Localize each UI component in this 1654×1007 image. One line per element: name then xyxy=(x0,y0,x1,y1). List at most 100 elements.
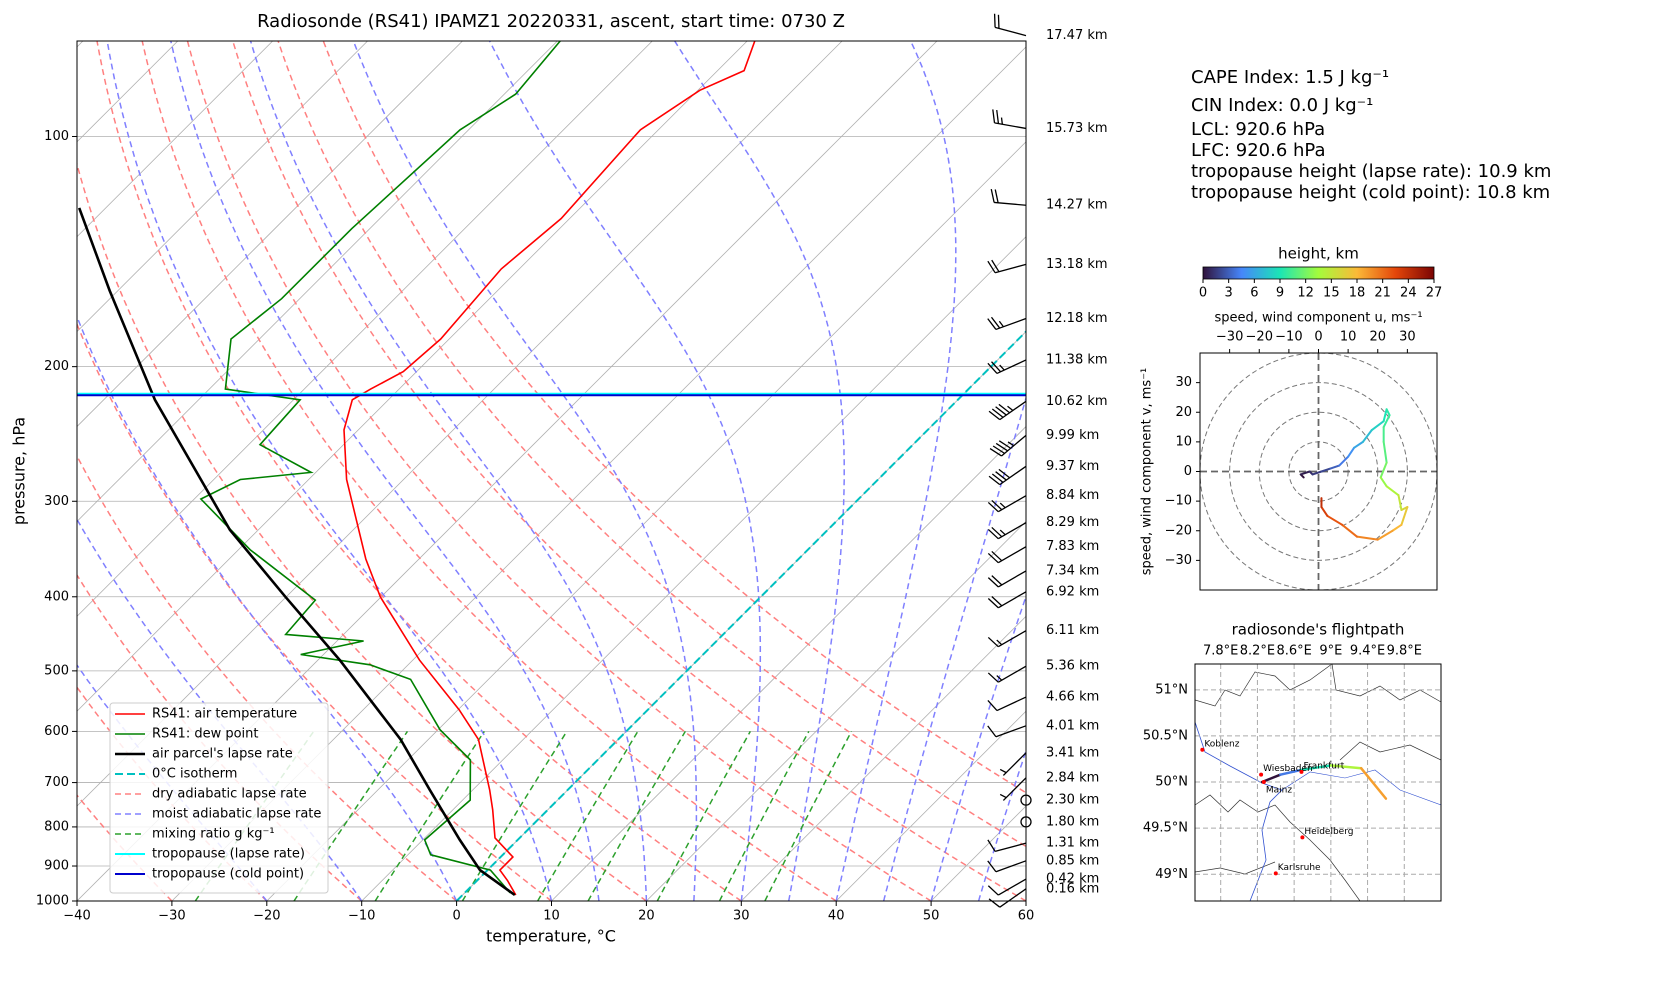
wind-barb xyxy=(987,839,1027,853)
stat-text: LCL: 920.6 hPa xyxy=(1191,119,1325,140)
legend-label: 0°C isotherm xyxy=(152,767,237,782)
mixing-ratio-line xyxy=(718,731,810,901)
wind-barb xyxy=(988,888,1027,908)
barb-full xyxy=(990,189,995,203)
border xyxy=(1339,741,1441,761)
x-tick-label: −20 xyxy=(253,909,280,924)
barb-full xyxy=(987,700,998,711)
dry-adiabat xyxy=(96,41,742,901)
x-tick-label: −30 xyxy=(158,909,185,924)
x-tick-label: 30 xyxy=(1399,330,1416,345)
legend-label: RS41: dew point xyxy=(152,727,259,742)
city-dot xyxy=(1261,780,1266,785)
barb-shaft xyxy=(994,842,1027,853)
barb-shaft xyxy=(997,665,1027,683)
x-tick-label: 0 xyxy=(1314,330,1322,345)
wind-barb xyxy=(989,434,1027,457)
hodograph-segment xyxy=(1382,414,1391,429)
barb-full xyxy=(995,442,1008,452)
barb-half xyxy=(999,768,1007,774)
barb-full xyxy=(991,361,1002,373)
y-tick-label: 900 xyxy=(44,859,69,874)
barb-full xyxy=(987,839,996,852)
barb-shaft xyxy=(997,570,1027,588)
barb-full xyxy=(987,577,999,588)
isotherm-grid xyxy=(77,41,558,522)
barb-full xyxy=(991,526,1003,538)
hodograph-segment xyxy=(1382,408,1388,423)
height-label: 9.37 km xyxy=(1046,459,1099,474)
mixing-ratio-line xyxy=(587,731,686,901)
hodograph-segment xyxy=(1379,461,1388,479)
height-label: 7.83 km xyxy=(1046,539,1099,554)
colorbar-tick-label: 12 xyxy=(1297,286,1314,301)
legend: RS41: air temperature RS41: dew point air … xyxy=(109,702,329,894)
height-label: 8.84 km xyxy=(1046,488,1099,503)
city-dot xyxy=(1259,772,1264,777)
mixing-ratio-line xyxy=(764,731,853,901)
barb-full xyxy=(991,473,1004,483)
hodograph-segment xyxy=(1326,514,1344,526)
calm-circle xyxy=(1020,794,1032,806)
height-label: 2.84 km xyxy=(1046,770,1099,785)
barb-full xyxy=(994,189,999,203)
profile-line xyxy=(343,41,756,896)
height-label: 4.66 km xyxy=(1046,690,1099,705)
stat-text: tropopause height (lapse rate): 10.9 km xyxy=(1191,161,1551,182)
colorbar-tick-label: 0 xyxy=(1199,286,1207,301)
stat-text: tropopause height (cold point): 10.8 km xyxy=(1191,182,1550,203)
city-label: Mainz xyxy=(1266,786,1292,796)
height-label: 5.36 km xyxy=(1046,659,1099,674)
barb-full xyxy=(991,408,1004,418)
barb-shaft xyxy=(1002,777,1027,801)
barb-half xyxy=(1007,405,1014,411)
profile-line xyxy=(199,41,561,894)
city-dot xyxy=(1300,835,1305,840)
wind-barb xyxy=(987,495,1027,513)
height-label: 3.41 km xyxy=(1046,745,1099,760)
y-tick-label: 10 xyxy=(1175,434,1192,449)
height-label: 2.30 km xyxy=(1046,793,1099,808)
wind-barb xyxy=(987,860,1027,873)
barb-full xyxy=(987,860,997,873)
map-title: radiosonde's flightpath xyxy=(1232,621,1405,639)
isotherm-grid xyxy=(77,41,368,333)
wind-barb xyxy=(987,570,1027,588)
height-label: 11.38 km xyxy=(1046,352,1108,367)
barb-shaft xyxy=(997,630,1027,648)
wind-barb xyxy=(987,259,1027,274)
isotherm-grid xyxy=(77,41,653,617)
colorbar-tick-label: 27 xyxy=(1426,286,1443,301)
barb-shaft xyxy=(996,359,1027,375)
height-label: 0.16 km xyxy=(1046,881,1099,896)
barb-half xyxy=(999,502,1006,509)
x-tick-label: 10 xyxy=(543,909,560,924)
dry-adiabat xyxy=(277,41,1026,848)
legend-label: tropopause (lapse rate) xyxy=(152,847,305,862)
barb-half xyxy=(998,320,1004,328)
barb-full xyxy=(991,499,1003,511)
hodograph-segment xyxy=(1356,535,1379,541)
colorbar xyxy=(1202,266,1435,280)
barb-full xyxy=(998,468,1011,479)
city-dot xyxy=(1273,871,1278,876)
barb-full xyxy=(988,410,1001,421)
city-label: Wiesbaden xyxy=(1263,764,1313,774)
barb-full xyxy=(998,440,1012,449)
barb-full xyxy=(998,403,1011,414)
city-label: Frankfurt xyxy=(1303,761,1344,771)
speed-ring xyxy=(1229,382,1408,561)
isotherm-grid xyxy=(77,41,273,238)
isotherm-grid xyxy=(77,41,463,428)
border xyxy=(1195,664,1333,707)
x-tick-label: 30 xyxy=(733,909,750,924)
legend-label: mixing ratio g kg⁻¹ xyxy=(152,827,275,842)
y-tick-label: 400 xyxy=(44,589,69,604)
height-label: 9.99 km xyxy=(1046,428,1099,443)
colorbar-tick-label: 15 xyxy=(1323,286,1340,301)
colorbar-tick-label: 6 xyxy=(1250,286,1258,301)
height-label: 15.73 km xyxy=(1046,121,1108,136)
y-tick-label: −30 xyxy=(1165,553,1192,568)
y-tick-label: 300 xyxy=(44,494,69,509)
height-label: 1.80 km xyxy=(1046,814,1099,829)
